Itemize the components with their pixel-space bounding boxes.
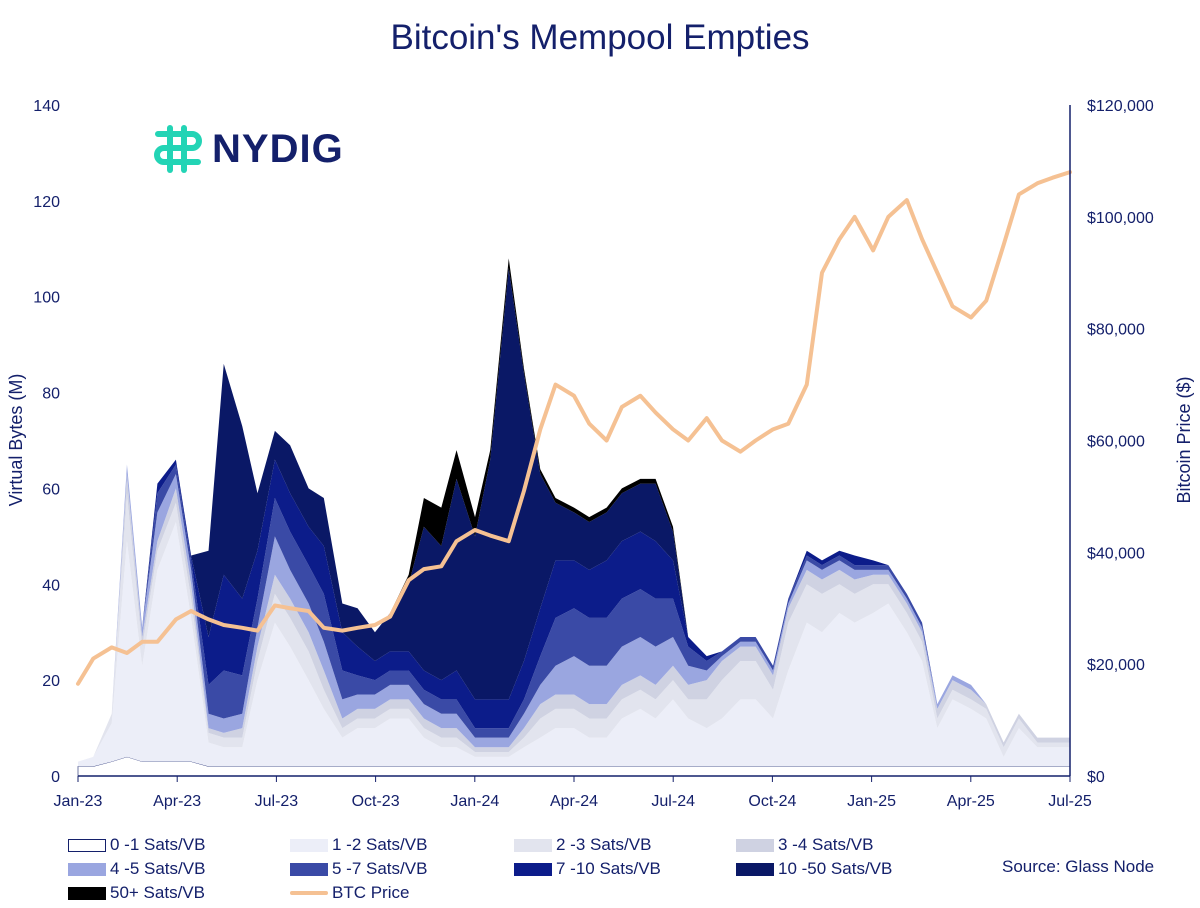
- right-y-ticks: $0 $20,000 $40,000 $60,000 $80,000 $100,000 $1…: [1087, 98, 1154, 786]
- legend-label: 50+ Sats/VB: [110, 883, 205, 902]
- x-tick-label: Jan-23: [54, 793, 103, 810]
- area-10-50-sats-vb: [78, 267, 1070, 762]
- y2-tick-label: $20,000: [1087, 657, 1145, 674]
- x-tick-label: Jan-25: [847, 793, 896, 810]
- legend-label: 10 -50 Sats/VB: [778, 859, 893, 878]
- y-tick-label: 20: [42, 673, 60, 690]
- y2-tick-label: $40,000: [1087, 545, 1145, 562]
- area-5-7-sats-vb: [78, 464, 1070, 762]
- x-tick-label: Jul-24: [651, 793, 695, 810]
- y2-tick-label: $80,000: [1087, 322, 1145, 339]
- legend-swatch: [68, 886, 106, 900]
- x-tick-label: Jul-25: [1048, 793, 1092, 810]
- legend-label: 7 -10 Sats/VB: [556, 859, 661, 878]
- y-tick-label: 80: [42, 386, 60, 403]
- y2-tick-label: $0: [1087, 769, 1105, 786]
- x-tick-label: Apr-23: [153, 793, 201, 810]
- left-y-ticks: 0 20 40 60 80 100 120 140: [33, 98, 60, 786]
- y-tick-label: 100: [33, 290, 60, 307]
- area-2-3-sats-vb: [78, 493, 1070, 762]
- legend-label: BTC Price: [332, 883, 410, 902]
- area-50-sats-vb: [78, 258, 1070, 762]
- area-1-2-sats-vb: [78, 521, 1070, 767]
- y-tick-label: 60: [42, 481, 60, 498]
- legend-swatch: [736, 838, 774, 852]
- legend-swatch: [736, 862, 774, 876]
- y-tick-label: 140: [33, 98, 60, 115]
- area-4-5-sats-vb: [78, 464, 1070, 762]
- y2-tick-label: $100,000: [1087, 210, 1154, 227]
- x-tick-label: Oct-23: [352, 793, 400, 810]
- stacked-areas: [77, 258, 1071, 777]
- legend-item: 50+ Sats/VB: [68, 883, 205, 903]
- legend-label: 3 -4 Sats/VB: [778, 835, 874, 854]
- legend-item: 1 -2 Sats/VB: [290, 835, 427, 855]
- x-tick-label: Apr-25: [947, 793, 995, 810]
- legend-swatch: [290, 862, 328, 876]
- chart-title: Bitcoin's Mempool Empties: [390, 18, 810, 57]
- legend-swatch: [68, 862, 106, 876]
- x-ticks: Jan-23 Apr-23 Jul-23 Oct-23 Jan-24 Apr-24 Jul-…: [54, 776, 1092, 810]
- legend-label: 1 -2 Sats/VB: [332, 835, 428, 854]
- x-tick-label: Apr-24: [550, 793, 598, 810]
- legend-swatch: [514, 838, 552, 852]
- y-tick-label: 0: [51, 769, 60, 786]
- legend-item: 2 -3 Sats/VB: [514, 835, 651, 855]
- left-axis-title: Virtual Bytes (M): [6, 374, 26, 507]
- legend-item: 10 -50 Sats/VB: [736, 859, 892, 879]
- legend-item: 3 -4 Sats/VB: [736, 835, 873, 855]
- btc-price-line: [76, 170, 1072, 686]
- legend-label: 0 -1 Sats/VB: [110, 835, 206, 854]
- legend-item: BTC Price: [290, 883, 409, 903]
- x-tick-label: Jan-24: [450, 793, 499, 810]
- nydig-logo-icon: [154, 125, 202, 173]
- legend-label: 5 -7 Sats/VB: [332, 859, 428, 878]
- legend-label: 2 -3 Sats/VB: [556, 835, 652, 854]
- right-axis-title: Bitcoin Price ($): [1174, 376, 1194, 503]
- nydig-logo: NYDIG: [152, 124, 344, 174]
- legend-item: 7 -10 Sats/VB: [514, 859, 661, 879]
- x-tick-label: Jul-23: [255, 793, 299, 810]
- legend-swatch: [290, 891, 328, 895]
- legend-item: 5 -7 Sats/VB: [290, 859, 427, 879]
- legend-item: 4 -5 Sats/VB: [68, 859, 205, 879]
- x-tick-label: Oct-24: [748, 793, 796, 810]
- y-tick-label: 40: [42, 577, 60, 594]
- legend-swatch: [514, 862, 552, 876]
- nydig-logo-text: NYDIG: [212, 126, 344, 171]
- y2-tick-label: $60,000: [1087, 434, 1145, 451]
- legend-swatch: [290, 838, 328, 852]
- legend-swatch: [68, 838, 106, 852]
- legend-label: 4 -5 Sats/VB: [110, 859, 206, 878]
- y2-tick-label: $120,000: [1087, 98, 1154, 115]
- legend-item: 0 -1 Sats/VB: [68, 835, 205, 855]
- source-note: Source: Glass Node: [1002, 857, 1155, 876]
- y-tick-label: 120: [33, 194, 60, 211]
- area-3-4-sats-vb: [78, 474, 1070, 762]
